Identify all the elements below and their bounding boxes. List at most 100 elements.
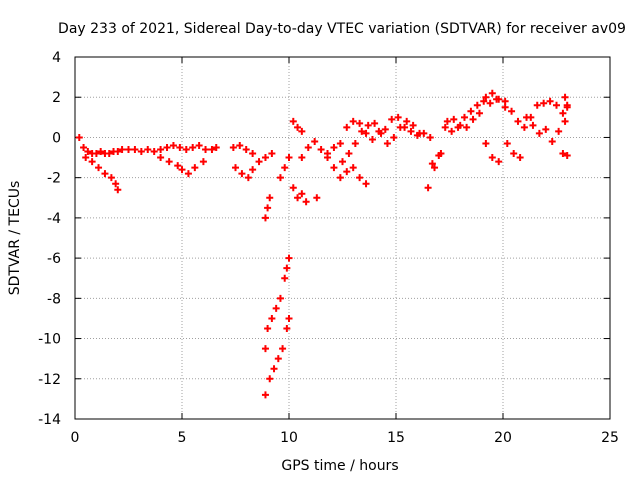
y-tick-label: 4 xyxy=(52,50,61,66)
data-point xyxy=(311,137,319,145)
data-point xyxy=(431,164,439,172)
x-tick-label: 25 xyxy=(601,430,619,446)
data-point xyxy=(493,95,501,103)
data-point xyxy=(390,133,398,141)
data-point xyxy=(330,144,338,151)
data-point xyxy=(163,144,171,151)
data-point xyxy=(467,107,475,115)
data-point xyxy=(189,144,197,151)
data-point xyxy=(88,158,96,166)
plot-frame xyxy=(74,56,611,420)
data-point xyxy=(533,101,541,109)
data-point xyxy=(349,117,357,125)
data-point xyxy=(112,180,120,188)
data-point xyxy=(548,137,556,145)
data-point xyxy=(435,152,443,160)
data-point xyxy=(424,184,432,192)
data-point xyxy=(232,164,239,172)
data-point xyxy=(279,345,287,353)
data-point xyxy=(561,93,569,101)
data-point xyxy=(304,144,312,151)
data-point xyxy=(174,162,182,170)
data-point xyxy=(356,174,364,182)
data-point xyxy=(336,174,344,182)
data-point xyxy=(157,146,165,154)
data-point xyxy=(261,214,269,222)
data-point xyxy=(298,154,306,162)
data-point xyxy=(540,99,548,107)
data-point xyxy=(176,144,184,151)
data-point xyxy=(362,129,370,137)
data-point xyxy=(317,146,325,154)
data-point xyxy=(454,123,462,131)
data-point xyxy=(95,164,103,172)
data-point xyxy=(426,133,434,141)
data-point xyxy=(75,133,83,141)
data-point xyxy=(266,194,274,202)
data-point xyxy=(463,123,471,131)
data-point xyxy=(358,127,366,135)
data-point xyxy=(101,170,109,178)
data-point xyxy=(475,109,483,117)
data-point xyxy=(92,150,100,158)
data-point xyxy=(351,139,359,147)
data-point xyxy=(261,391,269,399)
data-point xyxy=(495,158,503,166)
data-point xyxy=(289,117,297,125)
data-point xyxy=(165,158,173,166)
data-point xyxy=(264,325,272,332)
y-tick-label: 0 xyxy=(52,130,61,146)
data-point xyxy=(448,127,456,135)
data-point xyxy=(97,148,105,156)
x-tick-label: 15 xyxy=(387,430,405,446)
data-point xyxy=(249,150,257,158)
data-point xyxy=(114,186,122,194)
y-tick-label: -10 xyxy=(38,332,61,348)
data-point xyxy=(563,101,571,109)
data-point xyxy=(473,101,481,109)
data-point xyxy=(535,129,543,137)
data-point xyxy=(409,121,417,129)
data-point xyxy=(276,294,284,302)
data-point xyxy=(144,146,152,154)
data-point xyxy=(368,135,376,143)
data-point xyxy=(281,274,289,282)
data-point xyxy=(242,146,250,154)
x-tick-label: 0 xyxy=(71,430,80,446)
y-tick-label: -6 xyxy=(47,251,61,267)
data-point xyxy=(268,150,276,158)
data-point xyxy=(294,123,302,131)
data-point xyxy=(450,115,458,123)
data-point xyxy=(553,101,560,109)
data-point xyxy=(270,365,278,373)
data-point xyxy=(244,174,252,182)
data-point xyxy=(274,355,282,363)
data-point xyxy=(276,174,284,182)
data-point xyxy=(343,168,351,176)
data-point xyxy=(255,158,263,166)
data-point xyxy=(403,117,411,125)
y-tick-label: -4 xyxy=(47,211,61,227)
data-point xyxy=(285,254,293,262)
data-point xyxy=(501,103,509,111)
data-point xyxy=(388,115,396,123)
data-point xyxy=(84,148,92,156)
data-point xyxy=(488,89,496,97)
x-tick-label: 5 xyxy=(178,430,187,446)
data-point xyxy=(125,146,132,154)
data-point xyxy=(236,141,244,149)
data-point xyxy=(469,115,477,123)
data-point xyxy=(356,119,364,127)
data-point xyxy=(191,164,199,172)
data-point xyxy=(285,314,293,322)
data-point xyxy=(364,121,372,129)
data-point xyxy=(281,164,289,172)
data-point xyxy=(546,97,554,105)
data-point xyxy=(114,148,122,156)
data-point xyxy=(343,123,351,131)
data-point xyxy=(339,158,346,166)
data-point xyxy=(298,190,306,198)
data-point xyxy=(261,345,269,353)
data-points xyxy=(75,89,571,399)
